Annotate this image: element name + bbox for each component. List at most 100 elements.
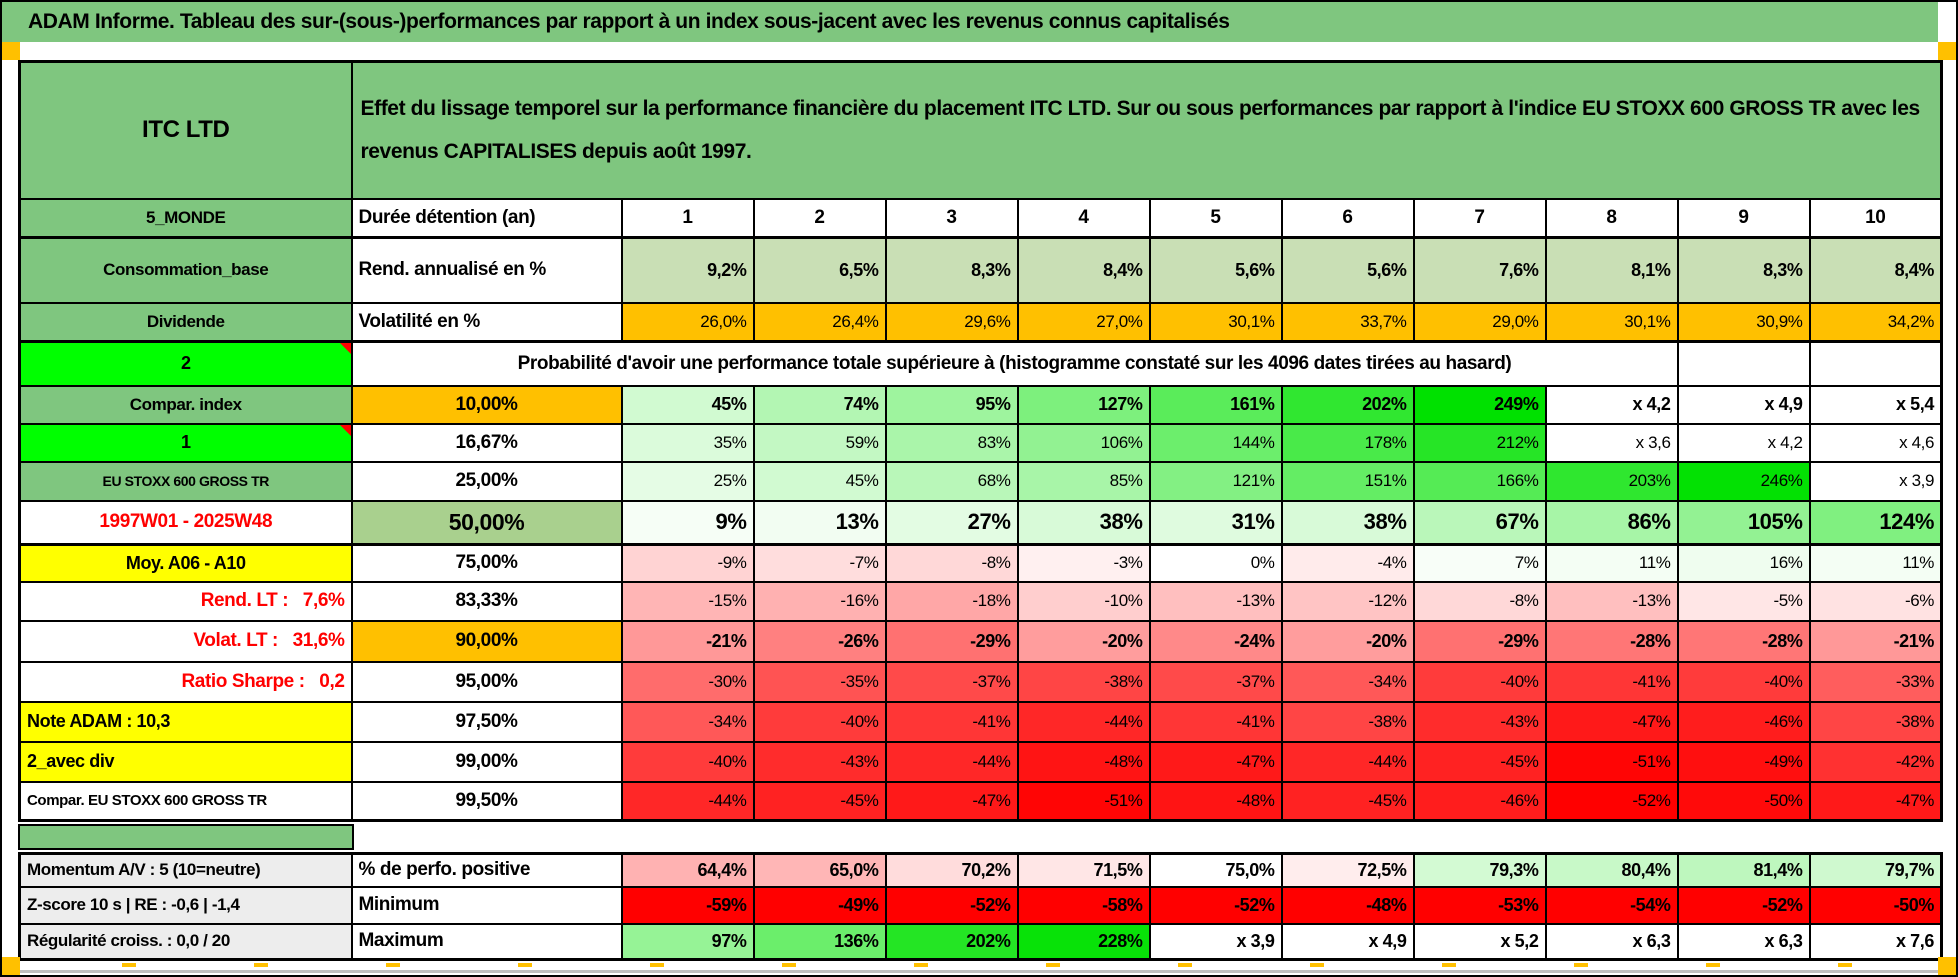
- threshold-cell[interactable]: 50,00%: [350, 499, 623, 546]
- value-cell[interactable]: 67%: [1412, 499, 1547, 546]
- value-cell[interactable]: x 4,9: [1280, 922, 1415, 961]
- value-cell[interactable]: -16%: [752, 580, 887, 622]
- value-cell[interactable]: 26,4%: [752, 301, 887, 343]
- value-cell[interactable]: 30,1%: [1148, 301, 1283, 343]
- value-cell[interactable]: 65,0%: [752, 852, 887, 888]
- value-cell[interactable]: 166%: [1412, 460, 1547, 502]
- value-cell[interactable]: -52%: [884, 885, 1019, 925]
- value-cell[interactable]: -44%: [1016, 700, 1151, 743]
- value-cell[interactable]: -15%: [620, 580, 755, 622]
- value-cell[interactable]: -7%: [752, 543, 887, 583]
- value-cell[interactable]: 34,2%: [1808, 301, 1943, 343]
- value-cell[interactable]: -5%: [1676, 580, 1811, 622]
- value-cell[interactable]: 5,6%: [1148, 236, 1283, 304]
- green-separator-cell[interactable]: [18, 824, 354, 850]
- year-column-header[interactable]: 10: [1808, 197, 1943, 239]
- value-cell[interactable]: 30,9%: [1676, 301, 1811, 343]
- value-cell[interactable]: -51%: [1016, 780, 1151, 822]
- threshold-cell[interactable]: 16,67%: [350, 422, 623, 463]
- value-cell[interactable]: -47%: [1148, 740, 1283, 783]
- value-cell[interactable]: -45%: [1280, 780, 1415, 822]
- value-cell[interactable]: 212%: [1412, 422, 1547, 463]
- probability-banner[interactable]: Probabilité d'avoir une performance tota…: [350, 340, 1679, 387]
- row-label[interactable]: Compar. index: [18, 384, 353, 425]
- value-cell[interactable]: -44%: [620, 780, 755, 822]
- summary-stat-label[interactable]: % de perfo. positive: [350, 852, 623, 888]
- value-cell[interactable]: -41%: [884, 700, 1019, 743]
- value-cell[interactable]: 79,7%: [1808, 852, 1943, 888]
- value-cell[interactable]: 29,6%: [884, 301, 1019, 343]
- value-cell[interactable]: 228%: [1016, 922, 1151, 961]
- sheet-title-bar[interactable]: ADAM Informe. Tableau des sur-(sous-)per…: [2, 2, 1938, 42]
- value-cell[interactable]: 97%: [620, 922, 755, 961]
- year-column-header[interactable]: 3: [884, 197, 1019, 239]
- summary-stat-label[interactable]: Maximum: [350, 922, 623, 961]
- value-cell[interactable]: 30,1%: [1544, 301, 1679, 343]
- asset-name-cell[interactable]: ITC LTD: [18, 60, 353, 200]
- row-label[interactable]: Note ADAM : 10,3: [18, 700, 353, 743]
- value-cell[interactable]: -51%: [1544, 740, 1679, 783]
- value-cell[interactable]: 38%: [1280, 499, 1415, 546]
- value-cell[interactable]: -49%: [1676, 740, 1811, 783]
- value-cell[interactable]: -52%: [1544, 780, 1679, 822]
- row-label[interactable]: 2_avec div: [18, 740, 353, 783]
- value-cell[interactable]: 9,2%: [620, 236, 755, 304]
- year-column-header[interactable]: 5: [1148, 197, 1283, 239]
- value-cell[interactable]: 151%: [1280, 460, 1415, 502]
- value-cell[interactable]: 86%: [1544, 499, 1679, 546]
- value-cell[interactable]: -34%: [620, 700, 755, 743]
- value-cell[interactable]: 45%: [752, 460, 887, 502]
- value-cell[interactable]: 178%: [1280, 422, 1415, 463]
- summary-row-label[interactable]: Momentum A/V : 5 (10=neutre): [18, 852, 353, 888]
- value-cell[interactable]: 0%: [1148, 543, 1283, 583]
- value-cell[interactable]: 8,4%: [1016, 236, 1151, 304]
- value-cell[interactable]: 8,3%: [1676, 236, 1811, 304]
- value-cell[interactable]: -18%: [884, 580, 1019, 622]
- row-label[interactable]: Rend. LT : 7,6%: [18, 580, 353, 622]
- value-cell[interactable]: -13%: [1148, 580, 1283, 622]
- value-cell[interactable]: -41%: [1148, 700, 1283, 743]
- row-label[interactable]: Ratio Sharpe : 0,2: [18, 660, 353, 703]
- value-cell[interactable]: -24%: [1148, 619, 1283, 663]
- threshold-cell[interactable]: 83,33%: [350, 580, 623, 622]
- stat-label[interactable]: Rend. annualisé en %: [350, 236, 623, 304]
- value-cell[interactable]: x 4,2: [1544, 384, 1679, 425]
- value-cell[interactable]: 13%: [752, 499, 887, 546]
- year-column-header[interactable]: 8: [1544, 197, 1679, 239]
- empty-cell[interactable]: [1676, 340, 1811, 387]
- value-cell[interactable]: -10%: [1016, 580, 1151, 622]
- year-column-header[interactable]: 4: [1016, 197, 1151, 239]
- threshold-cell[interactable]: 95,00%: [350, 660, 623, 703]
- value-cell[interactable]: 5,6%: [1280, 236, 1415, 304]
- threshold-cell[interactable]: 99,00%: [350, 740, 623, 783]
- value-cell[interactable]: -48%: [1280, 885, 1415, 925]
- value-cell[interactable]: x 5,4: [1808, 384, 1943, 425]
- value-cell[interactable]: -40%: [1676, 660, 1811, 703]
- value-cell[interactable]: 127%: [1016, 384, 1151, 425]
- value-cell[interactable]: -37%: [884, 660, 1019, 703]
- value-cell[interactable]: -30%: [620, 660, 755, 703]
- year-column-header[interactable]: 7: [1412, 197, 1547, 239]
- value-cell[interactable]: x 4,9: [1676, 384, 1811, 425]
- value-cell[interactable]: 75,0%: [1148, 852, 1283, 888]
- value-cell[interactable]: 161%: [1148, 384, 1283, 425]
- stat-label[interactable]: Volatilité en %: [350, 301, 623, 343]
- value-cell[interactable]: 26,0%: [620, 301, 755, 343]
- threshold-cell[interactable]: 90,00%: [350, 619, 623, 663]
- value-cell[interactable]: 11%: [1544, 543, 1679, 583]
- value-cell[interactable]: -42%: [1808, 740, 1943, 783]
- value-cell[interactable]: 64,4%: [620, 852, 755, 888]
- value-cell[interactable]: x 3,6: [1544, 422, 1679, 463]
- value-cell[interactable]: 246%: [1676, 460, 1811, 502]
- value-cell[interactable]: 203%: [1544, 460, 1679, 502]
- value-cell[interactable]: -40%: [620, 740, 755, 783]
- year-column-header[interactable]: 1: [620, 197, 755, 239]
- value-cell[interactable]: -3%: [1016, 543, 1151, 583]
- row-label[interactable]: Volat. LT : 31,6%: [18, 619, 353, 663]
- value-cell[interactable]: -38%: [1808, 700, 1943, 743]
- value-cell[interactable]: 29,0%: [1412, 301, 1547, 343]
- value-cell[interactable]: -52%: [1148, 885, 1283, 925]
- value-cell[interactable]: 121%: [1148, 460, 1283, 502]
- row-label-5-monde[interactable]: 5_MONDE: [18, 197, 353, 239]
- value-cell[interactable]: 106%: [1016, 422, 1151, 463]
